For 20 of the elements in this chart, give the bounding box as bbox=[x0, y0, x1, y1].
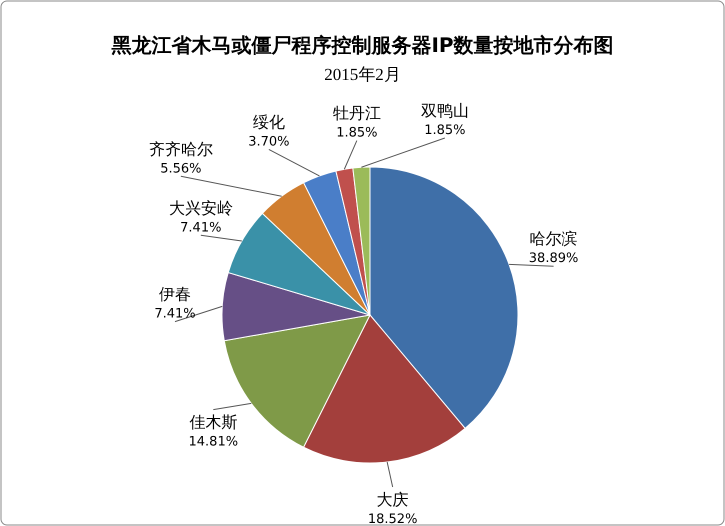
data-label: 7.41% bbox=[154, 306, 196, 322]
slice-label: 大庆 bbox=[376, 490, 409, 510]
slice-label: 佳木斯 bbox=[189, 412, 238, 432]
slice-label: 大兴安岭 bbox=[168, 198, 233, 218]
data-label: 5.56% bbox=[160, 161, 202, 176]
data-label: 14.81% bbox=[188, 434, 238, 450]
slice-label: 双鸭山 bbox=[420, 100, 469, 120]
data-label: 7.41% bbox=[180, 220, 222, 236]
slice-label: 哈尔滨 bbox=[530, 229, 578, 248]
chart-subtitle: 2015年2月 bbox=[324, 65, 401, 84]
slice-label: 牡丹江 bbox=[332, 104, 381, 123]
chart-title: 黑龙江省木马或僵尸程序控制服务器IP数量按地市分布图 bbox=[110, 33, 614, 57]
data-label: 1.85% bbox=[336, 126, 378, 141]
slice-label: 伊春 bbox=[158, 284, 191, 304]
slice-label: 绥化 bbox=[252, 112, 285, 132]
data-label: 38.89% bbox=[528, 251, 578, 266]
data-label: 18.52% bbox=[368, 512, 418, 526]
slice-label: 齐齐哈尔 bbox=[148, 139, 213, 158]
data-label: 1.85% bbox=[424, 122, 466, 138]
data-label: 3.70% bbox=[248, 134, 290, 150]
